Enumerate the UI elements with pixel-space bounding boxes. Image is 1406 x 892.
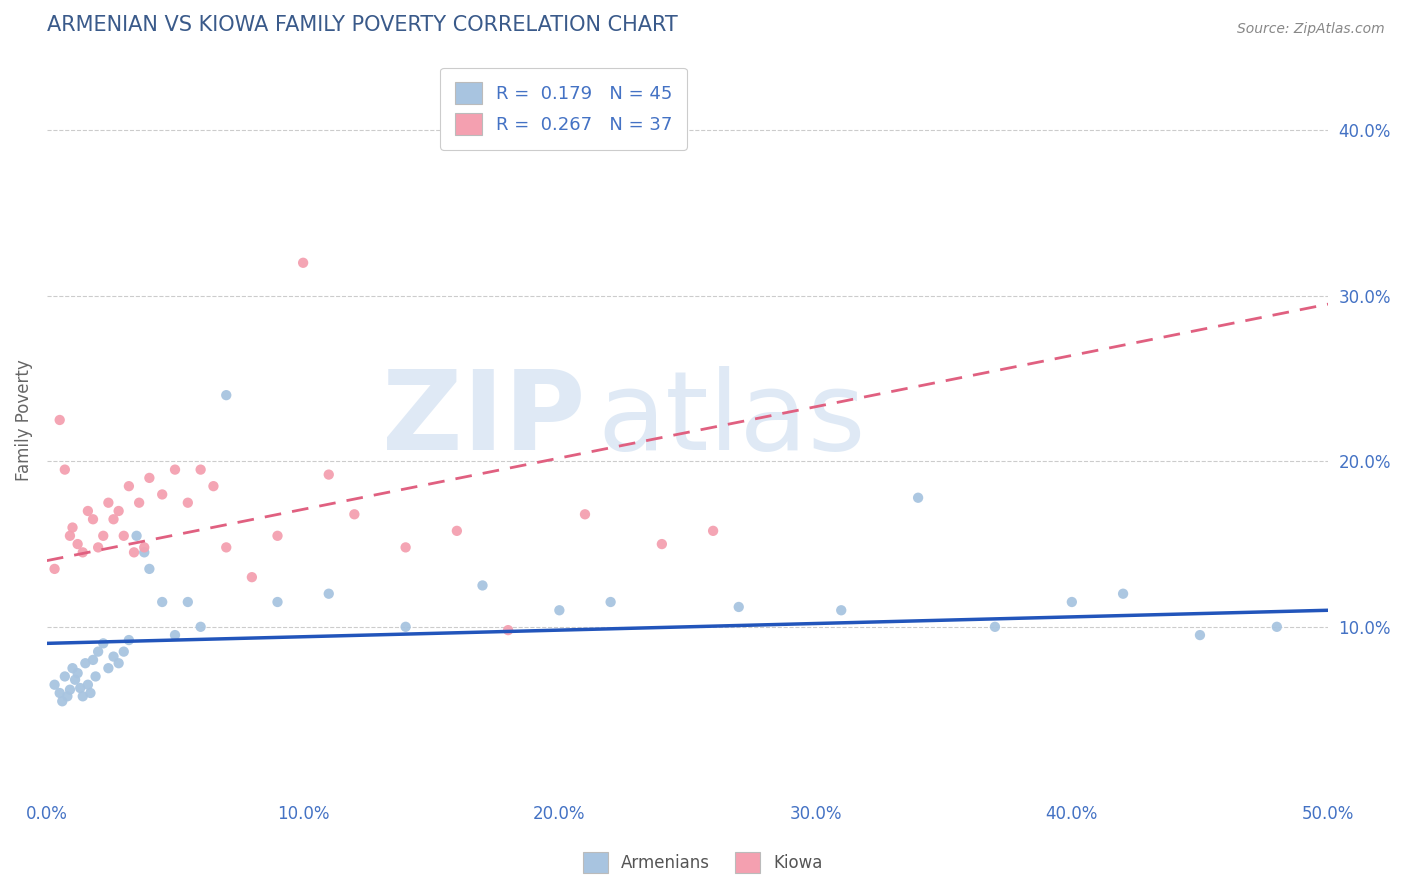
Point bbox=[72, 545, 94, 559]
Point bbox=[1060, 595, 1083, 609]
Point bbox=[87, 645, 110, 659]
Point bbox=[51, 694, 73, 708]
Point bbox=[48, 686, 70, 700]
Point bbox=[91, 636, 114, 650]
Point bbox=[118, 479, 141, 493]
Point bbox=[215, 541, 238, 555]
Point bbox=[138, 471, 160, 485]
Point bbox=[112, 645, 135, 659]
Point bbox=[1188, 628, 1211, 642]
Point bbox=[44, 678, 66, 692]
Point bbox=[177, 595, 200, 609]
Text: atlas: atlas bbox=[598, 367, 866, 474]
Point bbox=[292, 256, 315, 270]
Point bbox=[138, 562, 160, 576]
Point bbox=[97, 661, 120, 675]
Point bbox=[53, 669, 76, 683]
Point bbox=[240, 570, 263, 584]
Point bbox=[215, 388, 238, 402]
Point bbox=[651, 537, 673, 551]
Point bbox=[107, 504, 129, 518]
Point bbox=[830, 603, 852, 617]
Point bbox=[97, 496, 120, 510]
Point bbox=[727, 599, 749, 614]
Point bbox=[394, 541, 416, 555]
Point bbox=[150, 595, 173, 609]
Point bbox=[59, 529, 82, 543]
Point bbox=[343, 508, 366, 522]
Y-axis label: Family Poverty: Family Poverty bbox=[15, 359, 32, 481]
Point bbox=[53, 462, 76, 476]
Point bbox=[318, 467, 340, 482]
Legend: R =  0.179   N = 45, R =  0.267   N = 37: R = 0.179 N = 45, R = 0.267 N = 37 bbox=[440, 68, 688, 150]
Point bbox=[79, 686, 101, 700]
Point bbox=[574, 508, 596, 522]
Point bbox=[471, 578, 494, 592]
Point bbox=[599, 595, 621, 609]
Point bbox=[84, 669, 107, 683]
Point bbox=[59, 682, 82, 697]
Point bbox=[69, 681, 91, 695]
Point bbox=[318, 587, 340, 601]
Point bbox=[702, 524, 724, 538]
Point bbox=[190, 620, 212, 634]
Point bbox=[103, 649, 125, 664]
Point bbox=[496, 623, 519, 637]
Point bbox=[128, 496, 150, 510]
Point bbox=[122, 545, 145, 559]
Point bbox=[66, 537, 89, 551]
Point bbox=[266, 529, 288, 543]
Point bbox=[112, 529, 135, 543]
Point bbox=[1265, 620, 1288, 634]
Point bbox=[63, 673, 86, 687]
Point bbox=[394, 620, 416, 634]
Legend: Armenians, Kiowa: Armenians, Kiowa bbox=[576, 846, 830, 880]
Point bbox=[91, 529, 114, 543]
Point bbox=[82, 512, 104, 526]
Point bbox=[66, 666, 89, 681]
Text: ARMENIAN VS KIOWA FAMILY POVERTY CORRELATION CHART: ARMENIAN VS KIOWA FAMILY POVERTY CORRELA… bbox=[46, 15, 678, 35]
Point bbox=[190, 462, 212, 476]
Point bbox=[177, 496, 200, 510]
Point bbox=[907, 491, 929, 505]
Point bbox=[266, 595, 288, 609]
Point bbox=[1112, 587, 1135, 601]
Point bbox=[163, 628, 186, 642]
Point bbox=[77, 504, 100, 518]
Point bbox=[62, 661, 84, 675]
Text: Source: ZipAtlas.com: Source: ZipAtlas.com bbox=[1237, 22, 1385, 37]
Point bbox=[134, 545, 156, 559]
Point bbox=[77, 678, 100, 692]
Point bbox=[48, 413, 70, 427]
Text: ZIP: ZIP bbox=[381, 367, 585, 474]
Point bbox=[548, 603, 571, 617]
Point bbox=[984, 620, 1007, 634]
Point bbox=[103, 512, 125, 526]
Point bbox=[118, 633, 141, 648]
Point bbox=[62, 520, 84, 534]
Point bbox=[202, 479, 225, 493]
Point bbox=[72, 690, 94, 704]
Point bbox=[446, 524, 468, 538]
Point bbox=[75, 657, 97, 671]
Point bbox=[134, 541, 156, 555]
Point bbox=[87, 541, 110, 555]
Point bbox=[44, 562, 66, 576]
Point bbox=[150, 487, 173, 501]
Point bbox=[107, 657, 129, 671]
Point bbox=[56, 690, 79, 704]
Point bbox=[125, 529, 148, 543]
Point bbox=[163, 462, 186, 476]
Point bbox=[82, 653, 104, 667]
